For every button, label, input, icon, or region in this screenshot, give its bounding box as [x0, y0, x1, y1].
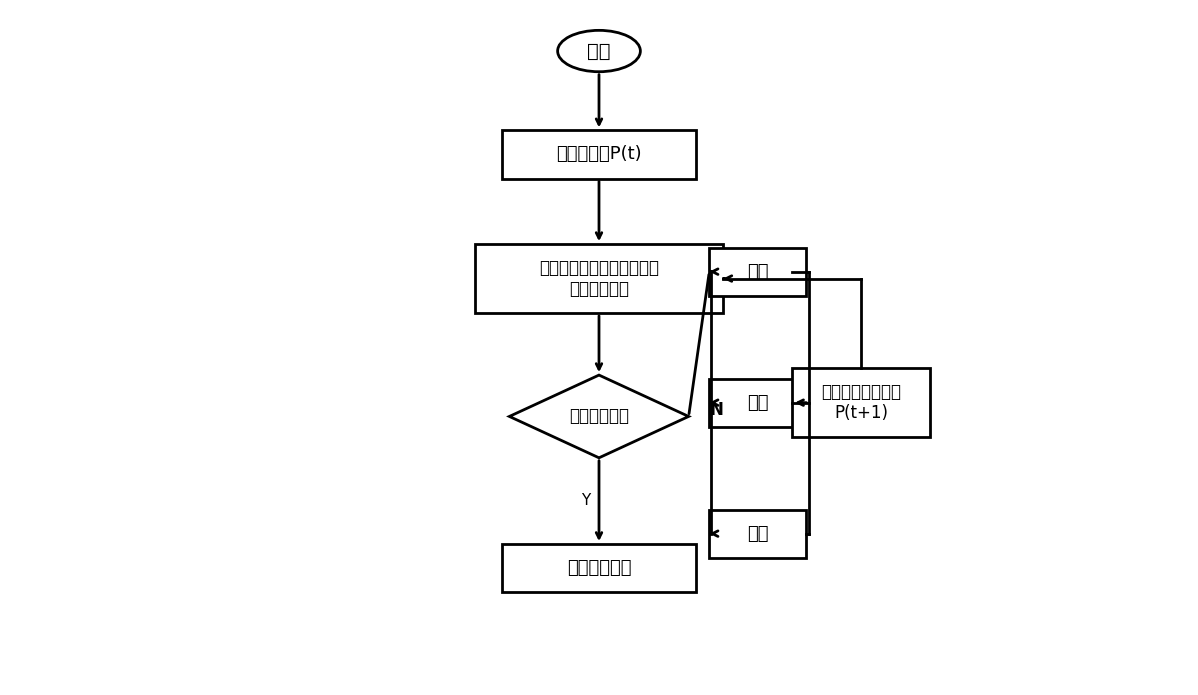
Text: 满足精度要求: 满足精度要求 — [569, 407, 629, 425]
Ellipse shape — [557, 31, 641, 72]
Text: Y: Y — [581, 493, 589, 509]
Text: 交叉: 交叉 — [746, 393, 768, 411]
FancyBboxPatch shape — [709, 247, 806, 296]
Text: 变异: 变异 — [746, 525, 768, 543]
Text: 开始: 开始 — [587, 42, 611, 60]
Text: 产生新一代的种群
P(t+1): 产生新一代的种群 P(t+1) — [821, 383, 901, 422]
FancyBboxPatch shape — [474, 244, 724, 313]
FancyBboxPatch shape — [502, 131, 696, 179]
Text: 初始化种群P(t): 初始化种群P(t) — [556, 145, 642, 163]
Polygon shape — [509, 375, 689, 458]
Text: 选择: 选择 — [746, 263, 768, 281]
FancyBboxPatch shape — [502, 544, 696, 592]
Text: 输出最优结果: 输出最优结果 — [567, 559, 631, 577]
FancyBboxPatch shape — [792, 368, 930, 437]
FancyBboxPatch shape — [709, 509, 806, 558]
Text: N: N — [709, 400, 724, 418]
FancyBboxPatch shape — [709, 379, 806, 427]
Text: 根据目标函数和约束条件计
算适应度函数: 根据目标函数和约束条件计 算适应度函数 — [539, 259, 659, 298]
